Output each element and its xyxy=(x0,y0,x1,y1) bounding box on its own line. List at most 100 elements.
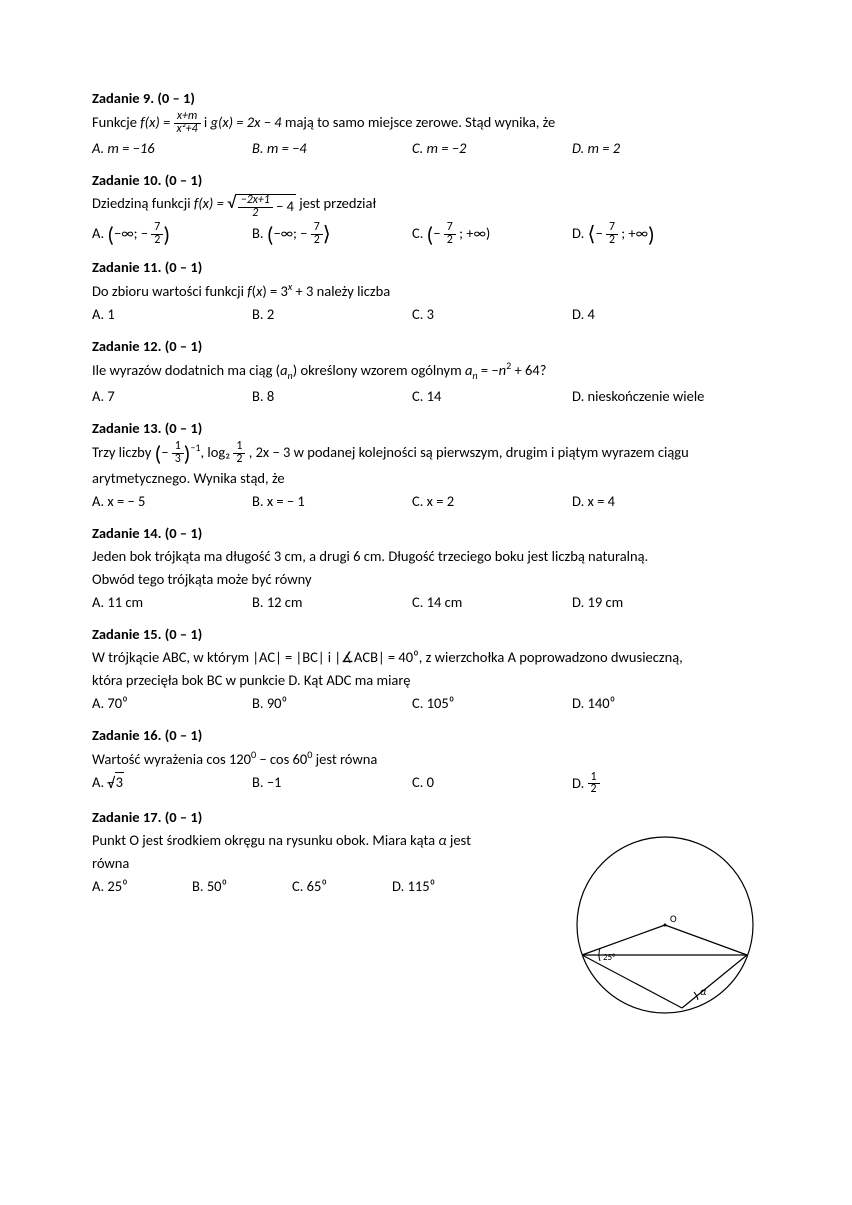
denominator: 2 xyxy=(151,235,163,247)
task-15-body-2: która przecięła bok BC w punkcie D. Kąt … xyxy=(92,670,760,691)
text: Trzy liczby xyxy=(92,443,155,461)
radicand: −2x+1 2 − 4 xyxy=(236,194,296,220)
option-b: B. −1 xyxy=(252,772,412,797)
task-16-options: A. −3√ B. −1 C. 0 D. 1 2 xyxy=(92,772,760,797)
option-d: D. x = 4 xyxy=(572,491,752,512)
option-b: B. m = −4 xyxy=(252,138,412,159)
denominator: 2 xyxy=(606,235,618,247)
task-11-title: Zadanie 11. (0 – 1) xyxy=(92,257,760,278)
option-a: A. x = − 5 xyxy=(92,491,252,512)
option-c: C. 65⁰ xyxy=(292,876,392,897)
option-a: A. (−∞; − 7 2 ) xyxy=(92,222,252,247)
option-d: D. 140⁰ xyxy=(572,693,752,714)
task-9-body: Funkcje f(x) = x+m x²+4 i g(x) = 2x − 4 … xyxy=(92,111,760,136)
text: C. xyxy=(412,223,427,241)
sqrt: √ −2x+1 2 − 4 xyxy=(227,194,296,220)
center-label: O xyxy=(670,912,677,925)
task-14-body-1: Jeden bok trójkąta ma długość 3 cm, a dr… xyxy=(92,546,760,567)
option-b: B. x = − 1 xyxy=(252,491,412,512)
option-c: C. x = 2 xyxy=(412,491,572,512)
text: f(x) = xyxy=(194,194,227,212)
option-c: C. 14 xyxy=(412,386,572,407)
denominator: 2 xyxy=(444,235,456,247)
task-12-body: Ile wyrazów dodatnich ma ciąg (an) okreś… xyxy=(92,359,760,383)
option-b: B. 12 cm xyxy=(252,592,412,613)
exam-page: Zadanie 9. (0 – 1) Funkcje f(x) = x+m x²… xyxy=(0,0,852,1070)
option-a: A. 1 xyxy=(92,304,252,325)
text: Ile wyrazów dodatnich ma ciąg (an) okreś… xyxy=(92,361,546,379)
text: mają to samo miejsce zerowe. Stąd wynika… xyxy=(285,113,555,131)
circle-diagram: O 25° α xyxy=(570,830,760,1030)
task-17-body-1: Punkt O jest środkiem okręgu na rysunku … xyxy=(92,830,558,851)
option-b: B. 8 xyxy=(252,386,412,407)
task-14-options: A. 11 cm B. 12 cm C. 14 cm D. 19 cm xyxy=(92,592,760,613)
option-c: C. (− 7 2 ; +∞) xyxy=(412,222,572,247)
text: − 4 xyxy=(276,197,294,215)
task-11-options: A. 1 B. 2 C. 3 D. 4 xyxy=(92,304,760,325)
fraction: 7 2 xyxy=(606,222,618,247)
option-d: D. m = 2 xyxy=(572,138,752,159)
text: i xyxy=(204,113,211,131)
task-14-title: Zadanie 14. (0 – 1) xyxy=(92,523,760,544)
task-17-body-2: równa xyxy=(92,853,558,874)
option-b: B. 2 xyxy=(252,304,412,325)
fraction: x+m x²+4 xyxy=(174,111,201,136)
denominator: 2 xyxy=(588,784,600,796)
fraction: 1 2 xyxy=(588,772,600,797)
fraction: 7 2 xyxy=(151,222,163,247)
text: A. xyxy=(92,223,107,241)
option-b: B. (−∞; − 7 2 ⟩ xyxy=(252,222,412,247)
option-b: B. 50⁰ xyxy=(192,876,292,897)
text: Funkcje xyxy=(92,113,140,131)
text: , 2x − 3 w podanej kolejności są pierwsz… xyxy=(249,443,689,461)
option-d: D. 1 2 xyxy=(572,772,752,797)
task-16-body: Wartość wyrażenia cos 1200 − cos 600 jes… xyxy=(92,748,760,770)
denominator: 2 xyxy=(311,235,323,247)
option-a: A. 25⁰ xyxy=(92,876,192,897)
angle-alpha-label: α xyxy=(700,985,707,998)
angle-25-label: 25° xyxy=(603,952,615,963)
option-a: A. m = −16 xyxy=(92,138,252,159)
fraction: 7 2 xyxy=(444,222,456,247)
text: D. xyxy=(572,223,588,241)
task-15-title: Zadanie 15. (0 – 1) xyxy=(92,624,760,645)
text: log₂ xyxy=(207,443,233,461)
option-d: D. 4 xyxy=(572,304,752,325)
task-10-title: Zadanie 10. (0 – 1) xyxy=(92,170,760,191)
task-15-body-1: W trójkącie ABC, w którym |AC| = |BC| i … xyxy=(92,647,760,668)
radical-icon: √ xyxy=(227,194,236,211)
option-c: C. 3 xyxy=(412,304,572,325)
task-12-options: A. 7 B. 8 C. 14 D. nieskończenie wiele xyxy=(92,386,760,407)
text: Dziedziną funkcji xyxy=(92,194,194,212)
task-17-title: Zadanie 17. (0 – 1) xyxy=(92,807,760,828)
text: f(x) = xyxy=(140,113,173,131)
task-13-body: Trzy liczby (− 1 3 )−1, log₂ 1 2 , 2x − … xyxy=(92,441,760,466)
denominator: 2 xyxy=(238,208,273,220)
task-11-body: Do zbioru wartości funkcji f(x) = 3x + 3… xyxy=(92,280,760,302)
option-a: A. 11 cm xyxy=(92,592,252,613)
option-a: A. 70⁰ xyxy=(92,693,252,714)
option-a: A. −3√ xyxy=(92,772,252,797)
text: jest przedział xyxy=(299,194,376,212)
text: B. xyxy=(252,223,267,241)
task-10-options: A. (−∞; − 7 2 ) B. (−∞; − 7 2 ⟩ C. (− 7 … xyxy=(92,222,760,247)
option-c: C. 0 xyxy=(412,772,572,797)
option-d: D. ⟨− 7 2 ; +∞) xyxy=(572,222,752,247)
text: Do zbioru wartości funkcji f(x) = 3x + 3… xyxy=(92,282,390,300)
task-14-body-2: Obwód tego trójkąta może być równy xyxy=(92,569,760,590)
task-9-title: Zadanie 9. (0 – 1) xyxy=(92,88,760,109)
task-17-text: Punkt O jest środkiem okręgu na rysunku … xyxy=(92,830,558,901)
fraction: 1 2 xyxy=(233,441,245,466)
option-d: D. nieskończenie wiele xyxy=(572,386,752,407)
option-c: C. 105⁰ xyxy=(412,693,572,714)
task-15-options: A. 70⁰ B. 90⁰ C. 105⁰ D. 140⁰ xyxy=(92,693,760,714)
option-c: C. m = −2 xyxy=(412,138,572,159)
denominator: 2 xyxy=(233,454,245,466)
task-12-title: Zadanie 12. (0 – 1) xyxy=(92,336,760,357)
option-a: A. 7 xyxy=(92,386,252,407)
task-17-options: A. 25⁰ B. 50⁰ C. 65⁰ D. 115⁰ xyxy=(92,876,558,897)
denominator: x²+4 xyxy=(174,124,201,136)
task-10-body: Dziedziną funkcji f(x) = √ −2x+1 2 − 4 j… xyxy=(92,193,760,220)
option-d: D. 19 cm xyxy=(572,592,752,613)
task-13-options: A. x = − 5 B. x = − 1 C. x = 2 D. x = 4 xyxy=(92,491,760,512)
